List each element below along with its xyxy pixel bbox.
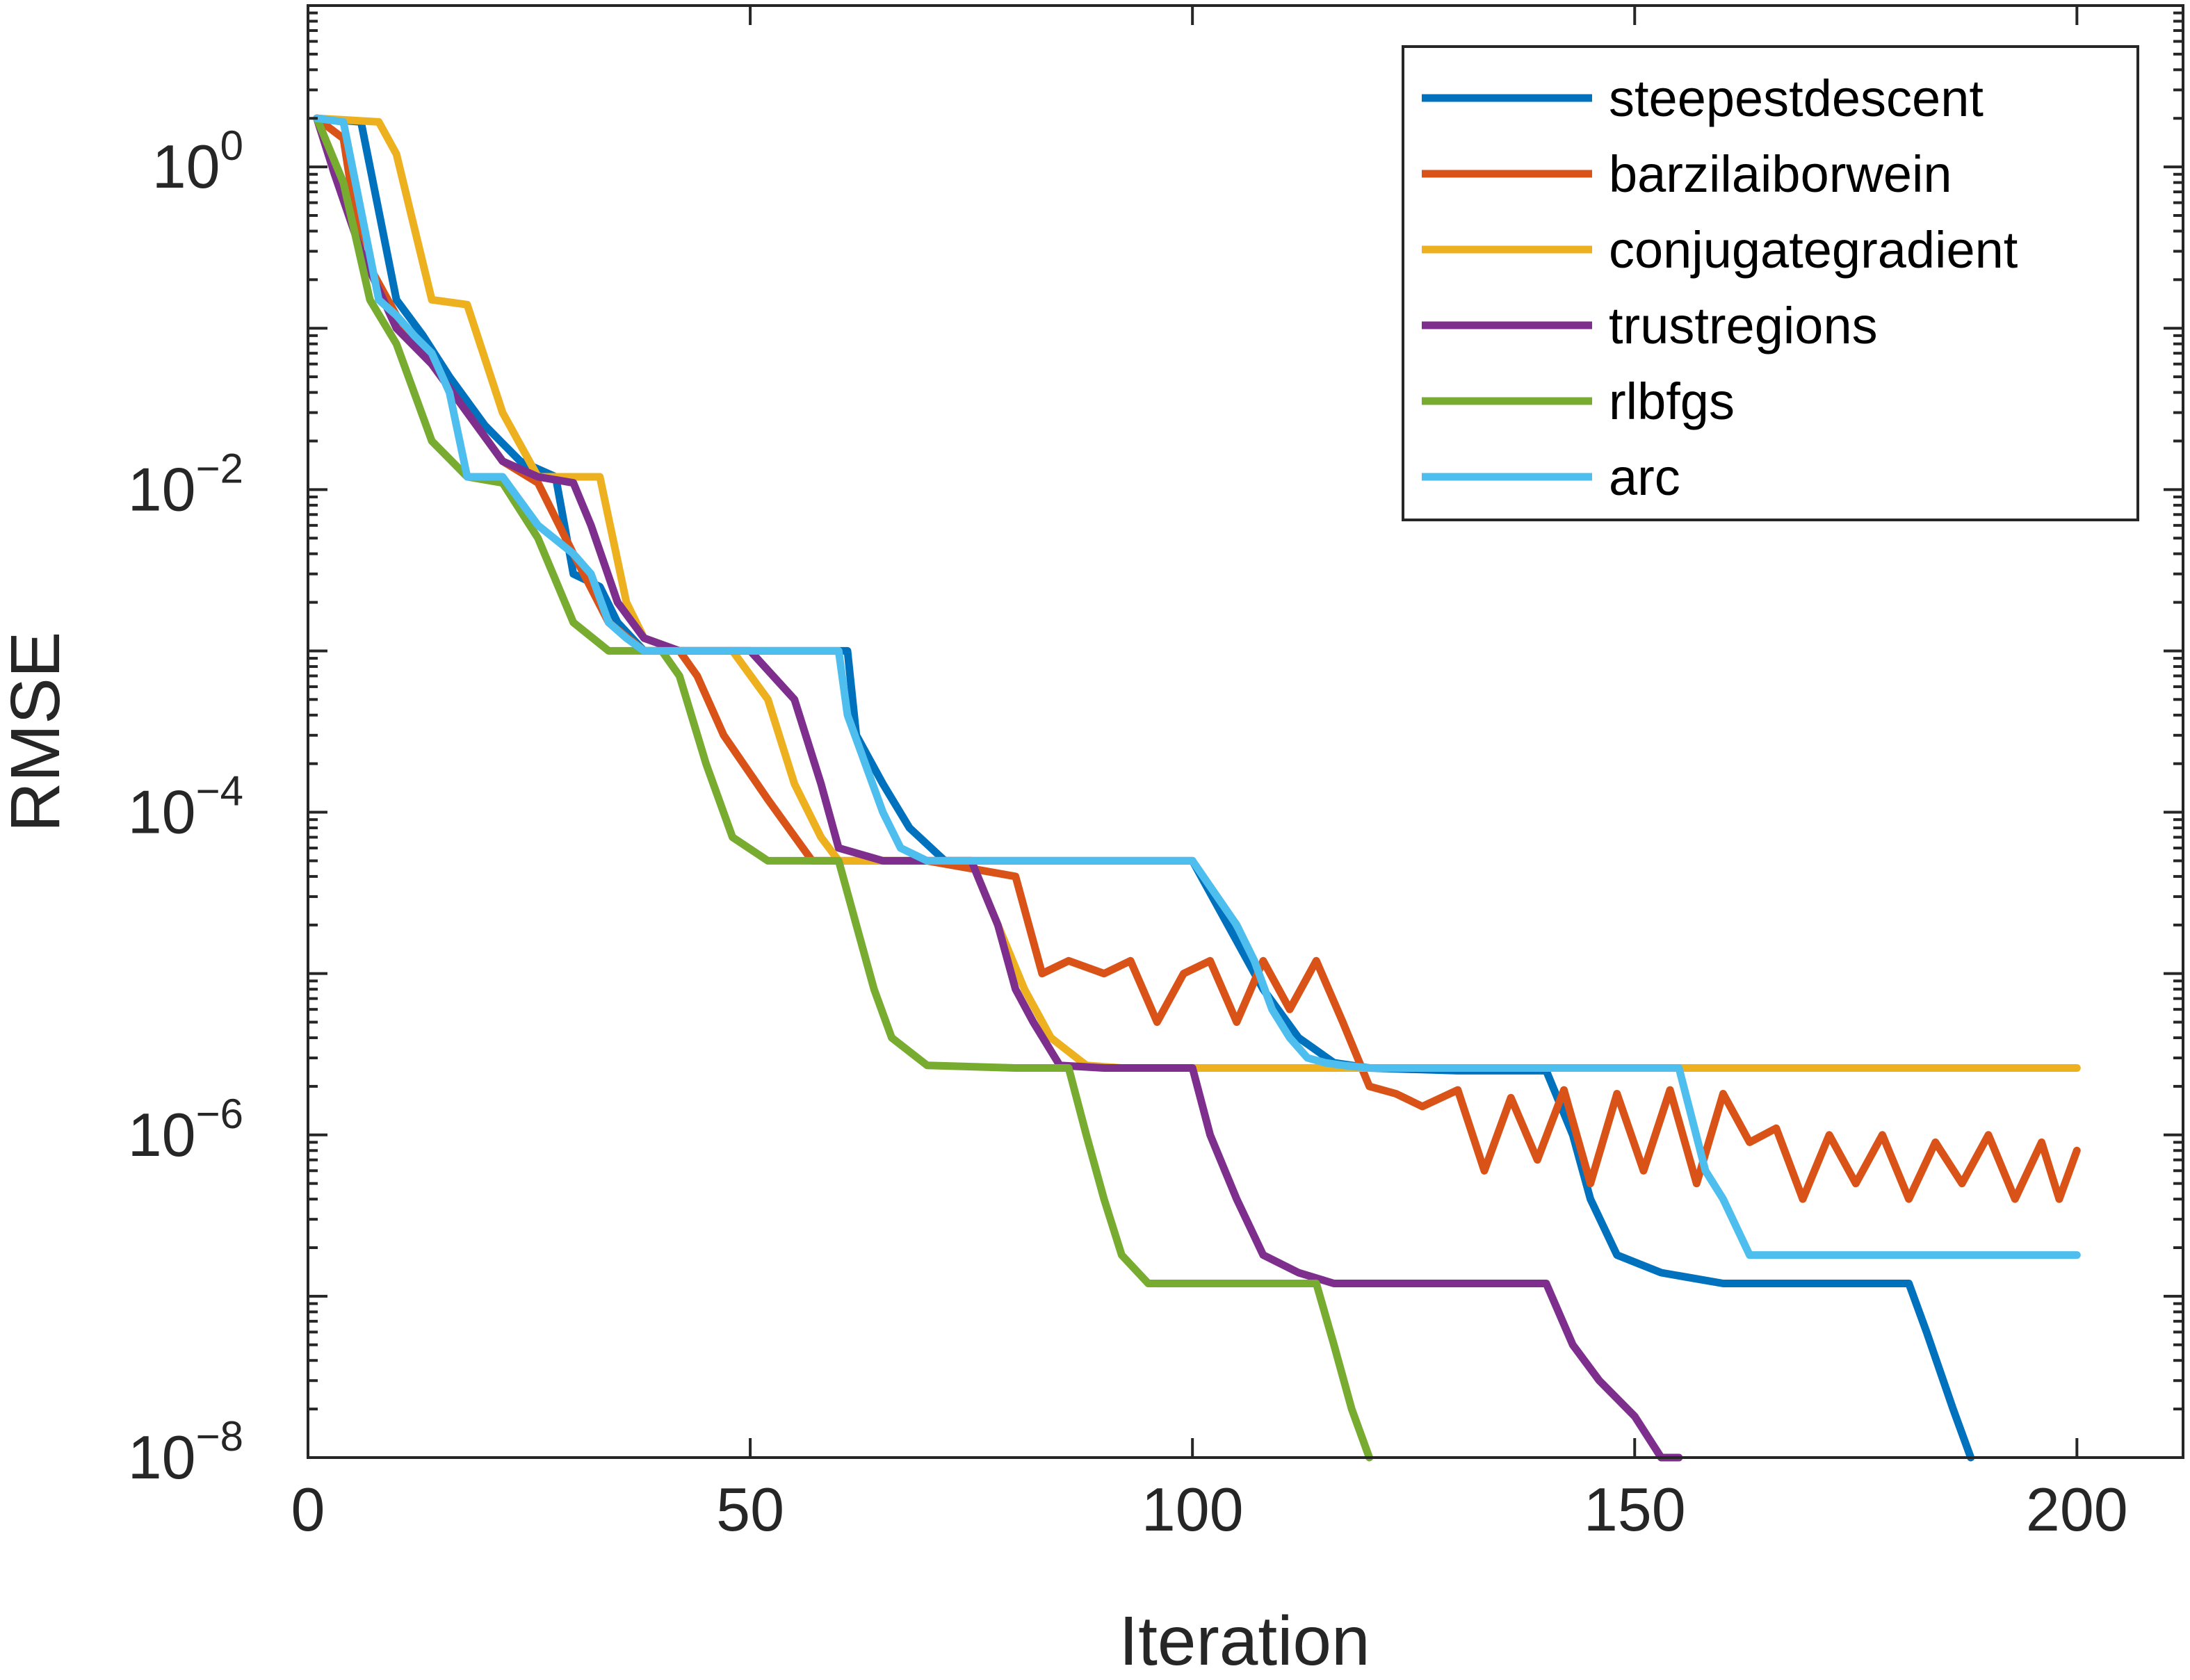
y-tick-label: 100 xyxy=(152,122,243,201)
legend-label-trustregions: trustregions xyxy=(1609,297,1878,354)
x-tick-label: 150 xyxy=(1584,1475,1686,1544)
ticks-layer xyxy=(307,6,2183,1459)
legend-label-steepestdescent: steepestdescent xyxy=(1609,70,1984,127)
legend-label-barzilaiborwein: barzilaiborwein xyxy=(1609,145,1952,203)
x-tick-label: 100 xyxy=(1142,1475,1244,1544)
x-tick-label: 200 xyxy=(2026,1475,2128,1544)
legend-label-rlbfgs: rlbfgs xyxy=(1609,373,1735,430)
y-axis-label: RMSE xyxy=(0,632,74,833)
y-tick-label: 10−8 xyxy=(128,1413,243,1492)
legend-label-arc: arc xyxy=(1609,448,1680,506)
y-tick-label: 10−2 xyxy=(128,445,243,523)
legend: steepestdescent barzilaiborwein conjugateg… xyxy=(1402,45,2139,521)
x-axis-label: Iteration xyxy=(1119,1602,1370,1680)
labels-layer: 0 50 100 150 200 100 10−2 10−4 10−6 10−8 xyxy=(128,122,2128,1544)
y-tick-label: 10−4 xyxy=(128,768,243,847)
series-layer xyxy=(313,114,2081,1462)
x-tick-label: 50 xyxy=(716,1475,784,1544)
legend-label-conjugategradient: conjugategradient xyxy=(1609,221,2018,279)
series-line-arc xyxy=(313,114,2081,1259)
x-tick-label: 0 xyxy=(291,1475,325,1544)
plot-area-border xyxy=(307,4,2184,1459)
y-tick-label: 10−6 xyxy=(128,1091,243,1169)
legend-box xyxy=(1402,45,2139,521)
